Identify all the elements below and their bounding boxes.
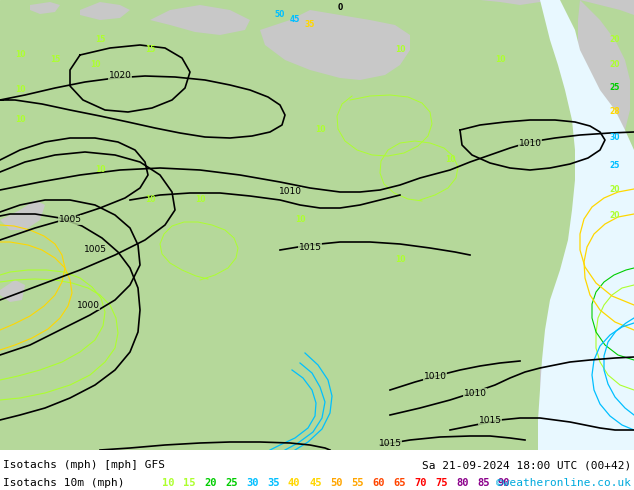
Text: 1015: 1015 [378, 439, 401, 447]
Polygon shape [480, 0, 634, 15]
Text: 20: 20 [610, 35, 620, 45]
Text: 65: 65 [393, 478, 406, 488]
Text: 15: 15 [183, 478, 195, 488]
Text: 1010: 1010 [424, 371, 446, 381]
Text: 10: 10 [295, 216, 305, 224]
Text: 1005: 1005 [84, 245, 107, 254]
Polygon shape [0, 280, 25, 302]
Text: 0: 0 [337, 3, 342, 13]
Text: ©weatheronline.co.uk: ©weatheronline.co.uk [496, 478, 631, 488]
Text: 70: 70 [414, 478, 427, 488]
Text: 20: 20 [610, 211, 620, 220]
Text: 10: 10 [15, 116, 25, 124]
Polygon shape [540, 320, 634, 450]
Text: 40: 40 [288, 478, 301, 488]
Text: 10: 10 [444, 155, 455, 165]
Text: 80: 80 [456, 478, 469, 488]
Text: 20: 20 [610, 60, 620, 70]
Text: 1010: 1010 [463, 389, 486, 397]
Text: Sa 21-09-2024 18:00 UTC (00+42): Sa 21-09-2024 18:00 UTC (00+42) [422, 460, 631, 470]
Text: 20: 20 [204, 478, 216, 488]
Text: 15: 15 [95, 35, 105, 45]
Text: 1005: 1005 [58, 216, 82, 224]
Polygon shape [575, 0, 630, 145]
Text: 50: 50 [330, 478, 342, 488]
Polygon shape [260, 10, 410, 80]
Text: 15: 15 [145, 46, 155, 54]
Text: 1010: 1010 [519, 139, 541, 147]
Text: 10: 10 [90, 60, 100, 70]
Text: 45: 45 [309, 478, 321, 488]
Text: 10: 10 [195, 196, 205, 204]
Polygon shape [30, 2, 60, 14]
Text: 35: 35 [267, 478, 280, 488]
Text: 10: 10 [162, 478, 174, 488]
Text: 15: 15 [50, 55, 60, 65]
Text: 90: 90 [498, 478, 510, 488]
Text: 20: 20 [610, 186, 620, 195]
Text: 1000: 1000 [77, 300, 100, 310]
Polygon shape [0, 0, 634, 450]
Polygon shape [0, 200, 45, 230]
Text: 30: 30 [610, 133, 620, 143]
Text: 1015: 1015 [299, 244, 321, 252]
Text: 10: 10 [145, 196, 155, 204]
Text: 25: 25 [225, 478, 238, 488]
Text: 85: 85 [477, 478, 489, 488]
Text: 60: 60 [372, 478, 384, 488]
Text: 10: 10 [314, 125, 325, 134]
Text: Isotachs 10m (mph): Isotachs 10m (mph) [3, 478, 124, 488]
Text: 10: 10 [395, 255, 405, 265]
Text: 25: 25 [610, 161, 620, 170]
Text: 30: 30 [246, 478, 259, 488]
Text: 50: 50 [275, 10, 285, 20]
Text: 10: 10 [15, 50, 25, 59]
Text: 55: 55 [351, 478, 363, 488]
Text: 10: 10 [94, 166, 105, 174]
Text: 1015: 1015 [479, 416, 501, 424]
Text: 1020: 1020 [108, 71, 131, 79]
Text: Isotachs (mph) [mph] GFS: Isotachs (mph) [mph] GFS [3, 460, 165, 470]
Text: 25: 25 [610, 83, 620, 93]
Text: 10: 10 [495, 55, 505, 65]
Text: 75: 75 [435, 478, 448, 488]
Text: 1010: 1010 [278, 188, 302, 196]
Polygon shape [80, 2, 130, 20]
Text: 28: 28 [610, 107, 620, 117]
Text: 10: 10 [15, 85, 25, 95]
Text: 45: 45 [290, 16, 300, 24]
Text: 10: 10 [395, 46, 405, 54]
Text: 35: 35 [305, 21, 315, 29]
Polygon shape [538, 0, 634, 450]
Polygon shape [150, 5, 250, 35]
